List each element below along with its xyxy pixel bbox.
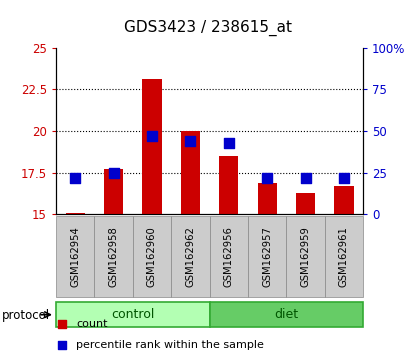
Point <box>225 140 232 145</box>
Text: percentile rank within the sample: percentile rank within the sample <box>76 339 264 350</box>
Point <box>341 175 347 181</box>
Bar <box>325 216 363 297</box>
Point <box>59 321 66 327</box>
Bar <box>181 131 200 214</box>
Point <box>302 175 309 181</box>
Bar <box>286 216 325 297</box>
Point <box>59 342 66 348</box>
Text: GSM162956: GSM162956 <box>224 226 234 287</box>
Text: GSM162960: GSM162960 <box>147 226 157 287</box>
Point <box>110 170 117 175</box>
Bar <box>248 216 286 297</box>
Text: GSM162957: GSM162957 <box>262 226 272 287</box>
Bar <box>210 216 248 297</box>
Text: GSM162954: GSM162954 <box>70 226 80 287</box>
Text: control: control <box>111 308 154 321</box>
Bar <box>219 156 238 214</box>
Text: GDS3423 / 238615_at: GDS3423 / 238615_at <box>124 19 291 36</box>
Bar <box>56 302 210 327</box>
Bar <box>56 216 95 297</box>
Text: diet: diet <box>274 308 298 321</box>
Point <box>72 175 78 181</box>
Bar <box>133 216 171 297</box>
Bar <box>296 193 315 214</box>
Bar <box>334 186 354 214</box>
Point <box>187 138 194 144</box>
Text: GSM162961: GSM162961 <box>339 226 349 287</box>
Bar <box>258 183 277 214</box>
Bar <box>95 216 133 297</box>
Text: GSM162959: GSM162959 <box>300 226 310 287</box>
Bar <box>142 79 161 214</box>
Text: GSM162958: GSM162958 <box>109 226 119 287</box>
Bar <box>210 302 363 327</box>
Text: protocol: protocol <box>2 309 50 322</box>
Bar <box>104 169 123 214</box>
Bar <box>66 212 85 214</box>
Bar <box>171 216 210 297</box>
Point <box>264 175 271 181</box>
Point <box>149 133 155 139</box>
Text: GSM162962: GSM162962 <box>186 226 195 287</box>
Text: count: count <box>76 319 107 330</box>
